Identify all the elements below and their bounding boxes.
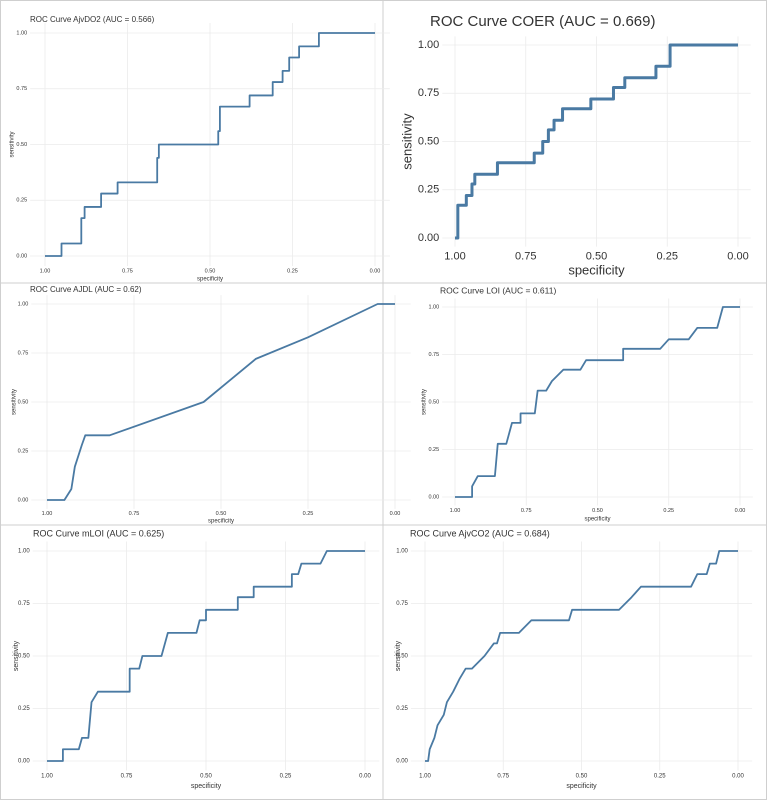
y-tick-label: 0.00	[418, 232, 439, 244]
y-tick-label: 0.25	[16, 198, 27, 204]
x-axis-label: specificity	[197, 277, 223, 283]
x-axis-label: specificity	[208, 519, 234, 525]
x-tick-label: 0.50	[576, 773, 588, 779]
x-tick-label: 0.00	[359, 773, 371, 779]
chart-title: ROC Curve COER (AUC = 0.669)	[430, 13, 655, 30]
roc-line	[45, 32, 375, 257]
y-tick-label: 0.75	[16, 86, 27, 92]
x-tick-label: 1.00	[444, 250, 465, 262]
roc-line	[47, 303, 395, 501]
chart-title: ROC Curve LOI (AUC = 0.611)	[440, 285, 556, 295]
x-tick-label: 0.50	[200, 773, 212, 779]
x-tick-label: 0.50	[586, 250, 607, 262]
chart-title: ROC Curve AJDL (AUC = 0.62)	[30, 285, 142, 294]
y-tick-label: 0.50	[18, 399, 29, 405]
y-axis-label: sensitivity	[395, 640, 402, 671]
y-tick-label: 0.25	[396, 706, 408, 712]
roc-line	[455, 43, 738, 240]
y-tick-label: 0.75	[418, 87, 439, 99]
y-tick-label: 1.00	[18, 301, 29, 307]
roc-line	[455, 306, 740, 498]
x-tick-label: 0.00	[735, 508, 746, 514]
y-tick-label: 0.50	[428, 399, 439, 405]
x-tick-label: 1.00	[41, 773, 53, 779]
y-tick-label: 0.75	[18, 601, 30, 607]
y-axis-label: sensitivity	[399, 113, 414, 170]
chart-title: ROC Curve AjvCO2 (AUC = 0.684)	[410, 528, 550, 538]
roc-line	[425, 550, 738, 762]
chart-title: ROC Curve AjvDO2 (AUC = 0.566)	[30, 15, 155, 24]
x-tick-label: 0.00	[390, 511, 401, 517]
x-tick-label: 0.75	[521, 508, 532, 514]
x-tick-label: 0.25	[657, 250, 678, 262]
x-tick-label: 0.50	[216, 511, 227, 517]
y-tick-label: 0.50	[396, 654, 408, 660]
x-tick-label: 0.75	[121, 773, 133, 779]
y-tick-label: 0.75	[428, 352, 439, 358]
x-tick-label: 1.00	[419, 773, 431, 779]
y-tick-label: 0.25	[18, 448, 29, 454]
y-tick-label: 0.50	[16, 142, 27, 148]
y-tick-label: 1.00	[396, 549, 408, 555]
x-tick-label: 0.00	[732, 773, 744, 779]
y-tick-label: 0.50	[418, 135, 439, 147]
y-tick-label: 0.75	[18, 350, 29, 356]
x-axis-label: specificity	[584, 517, 610, 523]
x-axis-label: specificity	[568, 262, 625, 277]
roc-line	[47, 550, 365, 762]
x-tick-label: 0.50	[205, 268, 216, 274]
x-tick-label: 0.50	[592, 508, 603, 514]
x-axis-label: specificity	[191, 783, 222, 790]
x-tick-label: 0.00	[727, 250, 748, 262]
x-tick-label: 0.75	[129, 511, 140, 517]
x-tick-label: 0.25	[663, 508, 674, 514]
x-tick-label: 1.00	[450, 508, 461, 514]
y-tick-label: 0.50	[18, 654, 30, 660]
x-tick-label: 0.75	[515, 250, 536, 262]
y-tick-label: 0.75	[396, 601, 408, 607]
y-tick-label: 1.00	[18, 549, 30, 555]
y-tick-label: 0.00	[428, 494, 439, 500]
y-tick-label: 0.25	[428, 447, 439, 453]
y-tick-label: 0.00	[396, 759, 408, 765]
y-tick-label: 0.25	[418, 184, 439, 196]
y-tick-label: 1.00	[428, 304, 439, 310]
y-tick-label: 1.00	[16, 30, 27, 36]
y-tick-label: 0.25	[18, 706, 30, 712]
x-tick-label: 0.75	[122, 268, 133, 274]
y-axis-label: sensitivity	[13, 640, 20, 671]
x-tick-label: 1.00	[42, 511, 53, 517]
x-tick-label: 0.25	[280, 773, 292, 779]
x-tick-label: 1.00	[40, 268, 51, 274]
x-axis-label: specificity	[566, 783, 597, 790]
x-tick-label: 0.25	[303, 511, 314, 517]
y-tick-label: 0.00	[16, 253, 27, 259]
chart-title: ROC Curve mLOI (AUC = 0.625)	[33, 528, 164, 538]
y-axis-label: sensitivity	[10, 131, 16, 157]
y-tick-label: 1.00	[418, 39, 439, 51]
y-tick-label: 0.00	[18, 497, 29, 503]
y-axis-label: sensitivity	[12, 389, 18, 415]
x-tick-label: 0.25	[654, 773, 666, 779]
y-tick-label: 0.00	[18, 759, 30, 765]
y-axis-label: sensitivity	[422, 389, 428, 415]
x-tick-label: 0.75	[497, 773, 509, 779]
x-tick-label: 0.25	[287, 268, 298, 274]
x-tick-label: 0.00	[370, 268, 381, 274]
